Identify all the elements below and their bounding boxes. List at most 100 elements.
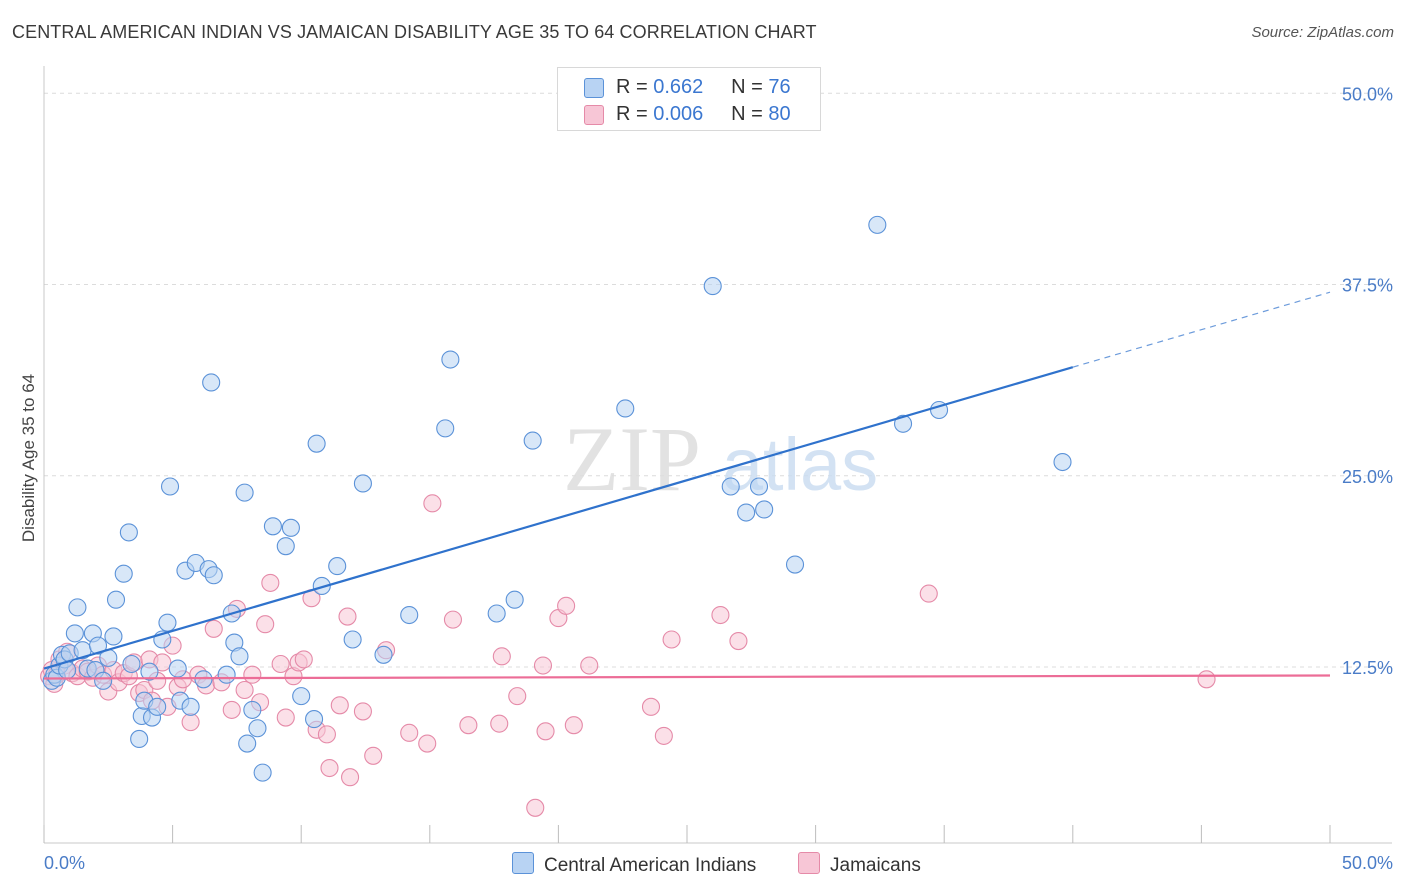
- pink-point-33: [204, 619, 223, 638]
- pink-point-40: [256, 615, 275, 634]
- legend-n-label: N =: [731, 76, 763, 98]
- blue-point-40: [217, 665, 236, 684]
- blue-point-39: [204, 566, 223, 585]
- blue-point-74: [893, 414, 913, 433]
- blue-point-19: [114, 564, 133, 583]
- correlation-legend: R = 0.662 N = 76 R = 0.006 N = 80: [557, 67, 821, 131]
- pink-point-74: [662, 630, 681, 649]
- blue-point-59: [374, 645, 393, 664]
- series-swatch-pink: [798, 852, 820, 874]
- pink-point-64: [508, 687, 527, 706]
- legend-r-label: R =: [616, 76, 648, 98]
- blue-point-43: [230, 647, 249, 666]
- pink-point-62: [490, 714, 509, 733]
- y-axis-label: Disability Age 35 to 64: [19, 374, 38, 542]
- pink-point-63: [492, 647, 511, 666]
- blue-point-21: [122, 654, 141, 674]
- blue-point-9: [68, 598, 87, 617]
- blue-point-27: [148, 697, 167, 716]
- y-tick-label-2: 37.5%: [1342, 276, 1393, 296]
- blue-point-34: [181, 697, 200, 716]
- blue-point-44: [235, 483, 254, 502]
- legend-n-blue: 76: [768, 76, 791, 98]
- blue-point-20: [119, 523, 138, 542]
- blue-point-68: [721, 477, 740, 496]
- blue-point-46: [243, 700, 262, 719]
- blue-point-17: [104, 627, 123, 646]
- blue-point-38: [202, 373, 221, 392]
- axes: [43, 66, 1392, 844]
- pink-point-75: [711, 605, 730, 625]
- blue-point-25: [140, 662, 159, 681]
- pink-point-53: [341, 768, 360, 787]
- legend-n-pink: 80: [768, 103, 791, 125]
- legend-n-label: N =: [731, 103, 763, 125]
- blue-point-63: [487, 604, 506, 623]
- x-tick-label-0: 0.0%: [44, 853, 85, 873]
- blue-point-70: [749, 477, 769, 496]
- blue-point-55: [312, 576, 331, 596]
- pink-point-60: [443, 610, 462, 629]
- trend-line-pink: [43, 674, 1331, 680]
- tick-labels: 12.5% 25.0% 37.5% 50.0% 0.0% 50.0%: [44, 84, 1393, 873]
- x-tick-label-1: 50.0%: [1342, 853, 1393, 873]
- blue-point-72: [785, 555, 805, 574]
- blue-point-56: [328, 557, 347, 576]
- blue-point-36: [194, 670, 213, 689]
- blue-point-15: [94, 671, 113, 690]
- pink-point-49: [317, 725, 336, 744]
- y-tick-label-3: 50.0%: [1342, 84, 1393, 104]
- pink-point-78: [1197, 670, 1216, 689]
- pink-point-41: [261, 573, 280, 592]
- blue-point-51: [281, 518, 300, 537]
- blue-point-69: [737, 503, 756, 522]
- blue-point-65: [523, 431, 542, 450]
- watermark-atlas: atlas: [722, 423, 878, 506]
- pink-point-37: [235, 680, 254, 700]
- pink-point-76: [729, 631, 748, 651]
- blue-point-54: [307, 434, 326, 453]
- blue-point-48: [253, 763, 272, 782]
- blue-point-31: [168, 659, 187, 678]
- series-label-blue: Central American Indians: [544, 855, 757, 876]
- pink-point-71: [580, 656, 599, 675]
- pink-point-59: [423, 494, 442, 513]
- watermark-zip: ZIP: [563, 408, 701, 510]
- blue-point-71: [755, 500, 774, 519]
- blue-point-66: [616, 399, 635, 418]
- pink-point-42: [271, 654, 290, 674]
- pink-point-55: [364, 746, 383, 765]
- trend-lines: [43, 291, 1331, 680]
- blue-point-29: [158, 613, 177, 632]
- pink-point-66: [533, 656, 553, 675]
- blue-point-67: [703, 277, 722, 296]
- legend-r-label: R =: [616, 103, 648, 125]
- series-legend-pink: Jamaicans: [798, 852, 921, 877]
- trend-line-blue-extension: [1072, 291, 1331, 368]
- blue-point-52: [292, 687, 311, 706]
- central-american-indians-points: [42, 215, 1072, 782]
- pink-point-46: [294, 650, 313, 669]
- pink-point-73: [654, 726, 673, 745]
- pink-point-35: [222, 700, 241, 719]
- pink-point-70: [564, 716, 583, 735]
- blue-point-76: [1053, 452, 1072, 472]
- series-legend-blue: Central American Indians: [512, 852, 756, 877]
- pink-point-50: [320, 758, 339, 778]
- pink-point-57: [400, 723, 419, 742]
- blue-point-47: [248, 719, 267, 738]
- pink-point-61: [459, 716, 478, 735]
- source-credit: Source: ZipAtlas.com: [1251, 24, 1394, 41]
- pink-point-58: [418, 734, 437, 753]
- jamaicans-points: [40, 494, 1216, 817]
- pink-point-30: [181, 713, 200, 732]
- pink-point-52: [338, 607, 357, 626]
- legend-r-pink: 0.006: [653, 103, 704, 125]
- pink-point-69: [557, 596, 576, 615]
- pink-point-38: [243, 665, 262, 684]
- trend-line-blue: [43, 366, 1074, 670]
- blue-point-62: [441, 350, 460, 369]
- y-tick-label-1: 25.0%: [1342, 467, 1393, 487]
- series-label-pink: Jamaicans: [830, 855, 921, 876]
- blue-point-8: [65, 624, 84, 643]
